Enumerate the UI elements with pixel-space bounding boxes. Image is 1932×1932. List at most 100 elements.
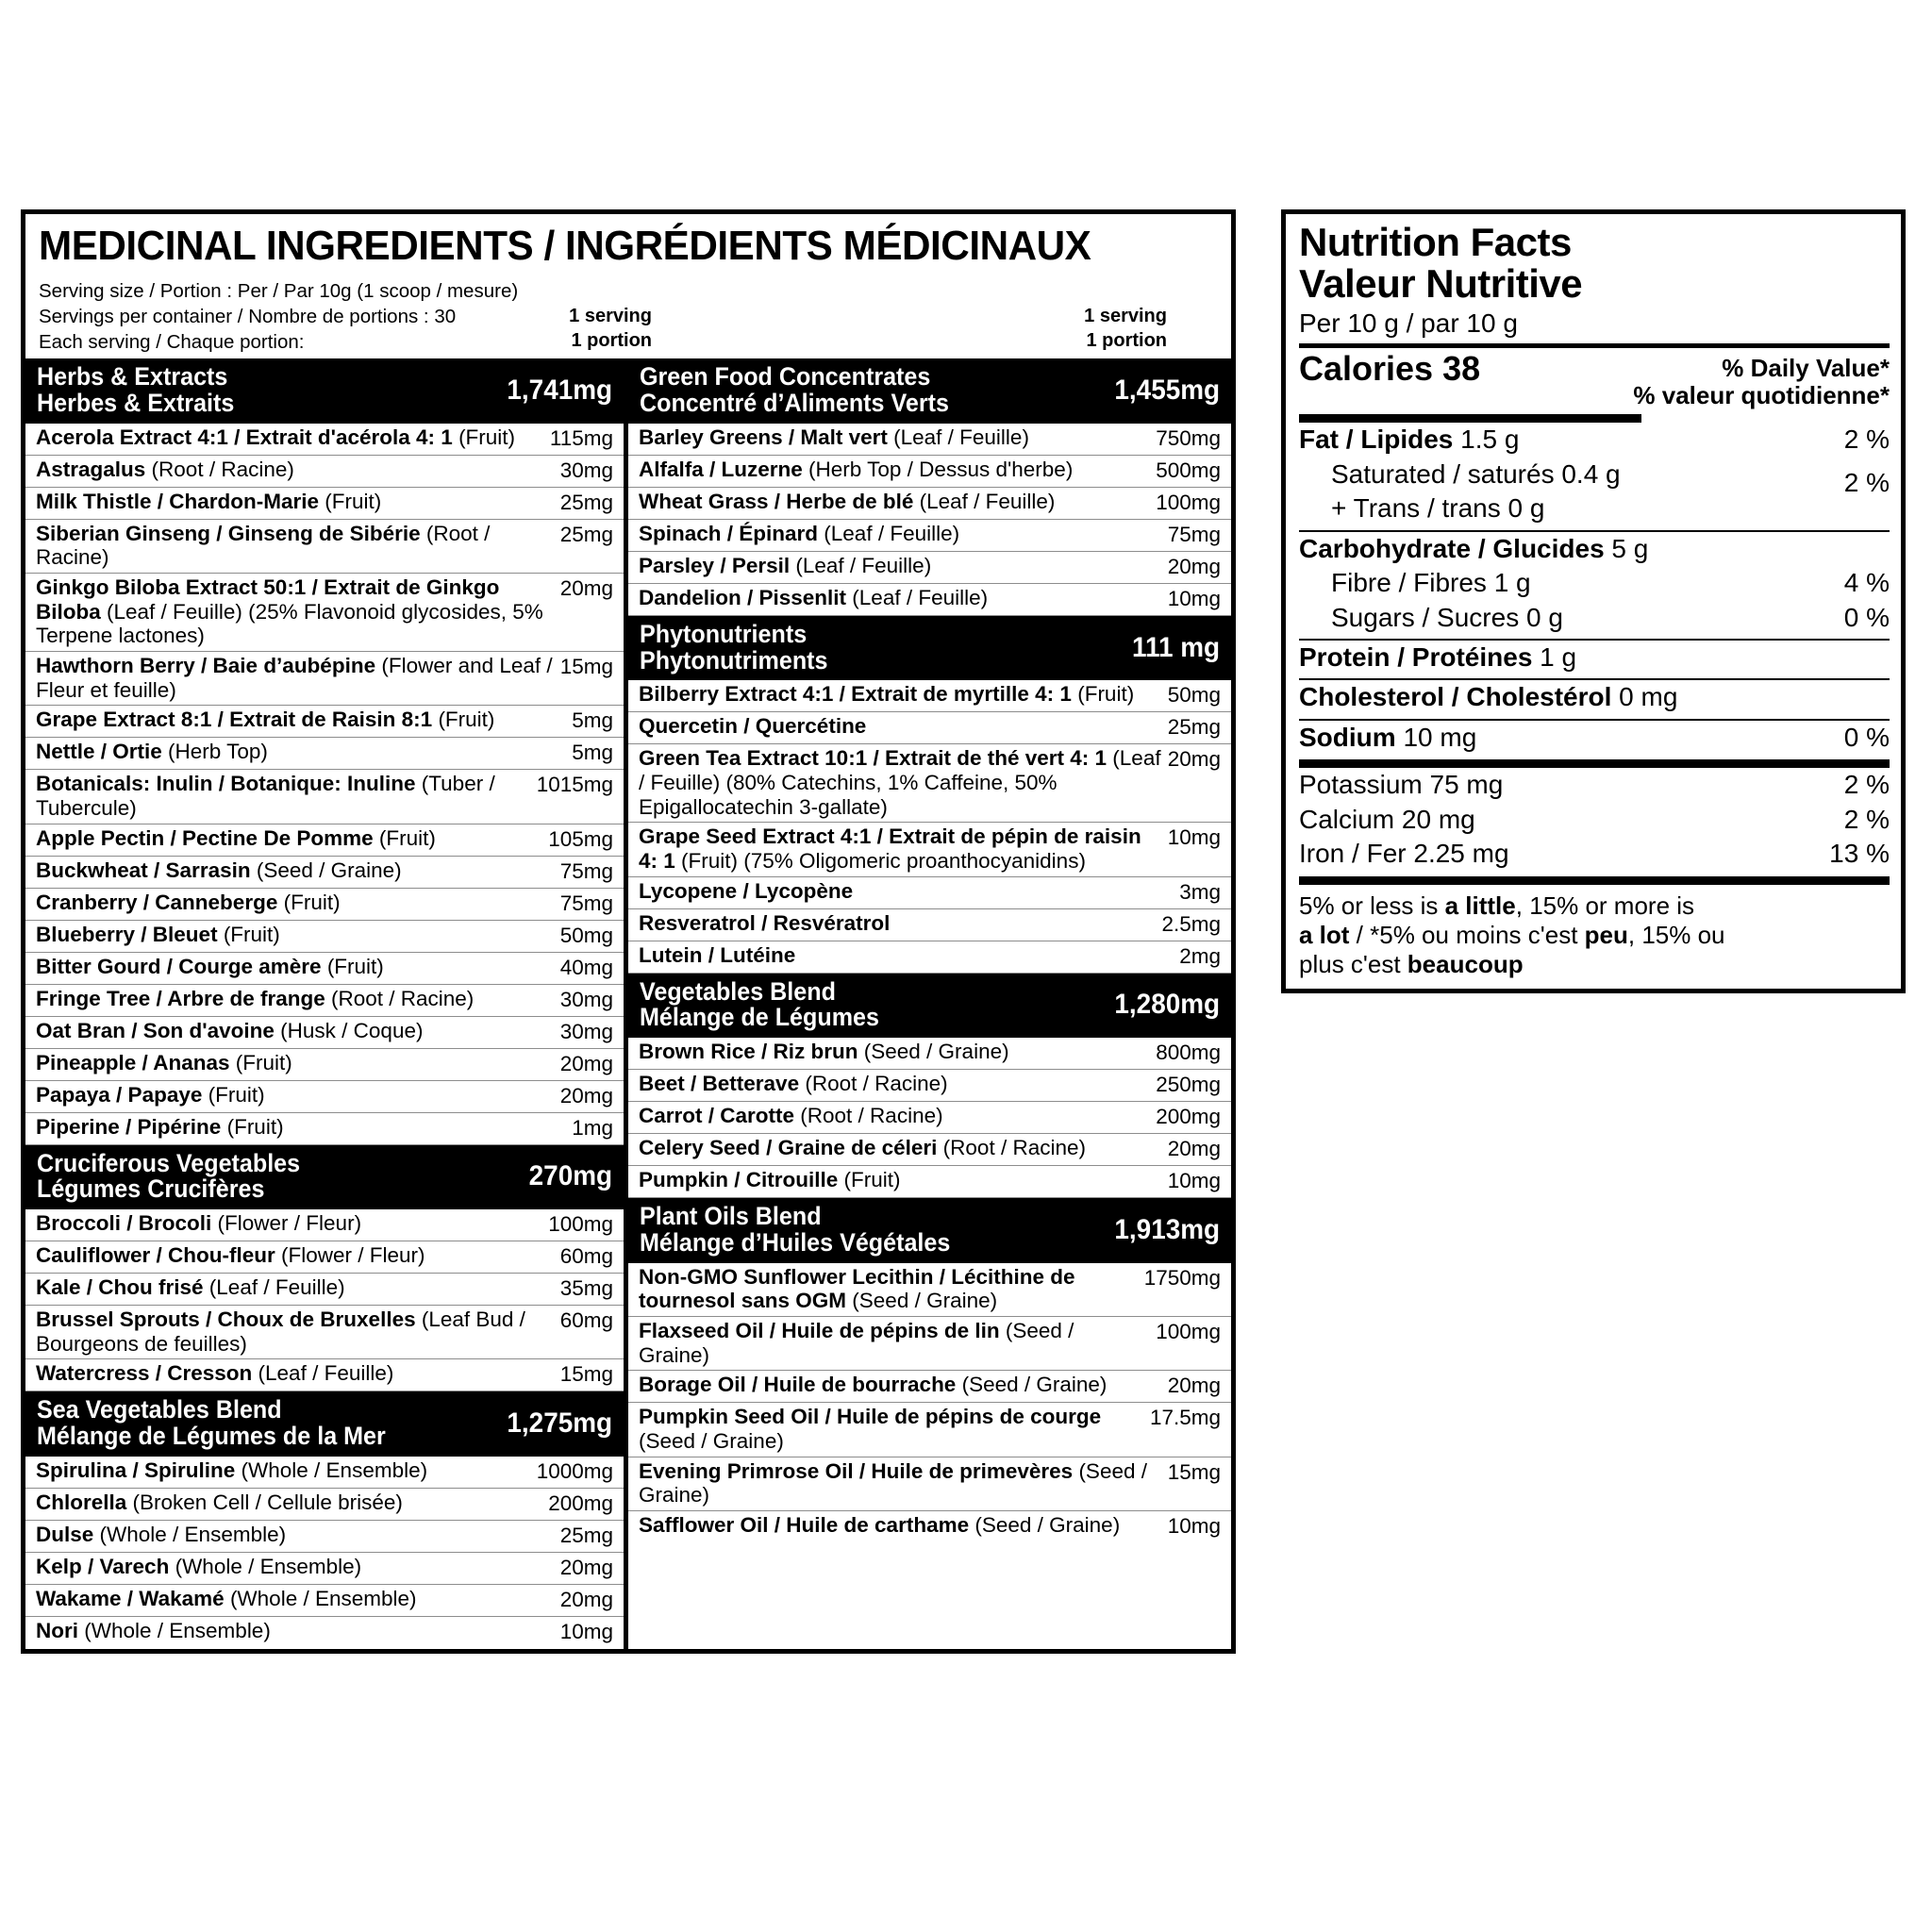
per-serving-column-left: 1 serving 1 portion [529, 304, 652, 354]
divider-before-footnote [1299, 875, 1890, 885]
ingredient-name-bold: Quercetin / Quercétine [639, 714, 867, 739]
ingredient-row: Pineapple / Ananas (Fruit) 20mg [25, 1049, 624, 1081]
ingredient-name-bold: Grape Extract 8:1 / Extrait de Raisin 8:… [36, 708, 433, 732]
medicinal-columns: Herbs & Extracts Herbes & Extraits 1,741mg… [25, 358, 1231, 1649]
ingredient-row: Flaxseed Oil / Huile de pépins de lin (S… [628, 1317, 1231, 1372]
ingredient-amount: 10mg [559, 1619, 613, 1643]
servings-per-container-line: Servings per container / Nombre de porti… [39, 306, 457, 328]
ingredient-name-part: (Root / Racine) [794, 1104, 943, 1128]
ingredient-row: Blueberry / Bleuet (Fruit) 50mg [25, 921, 624, 953]
ingredient-name-bold: Ginkgo Biloba Extract 50:1 / Extrait de … [36, 575, 500, 624]
ingredient-name: Celery Seed / Graine de céleri (Root / R… [639, 1136, 1168, 1160]
ingredient-row: Barley Greens / Malt vert (Leaf / Feuill… [628, 424, 1231, 456]
section-total-amount: 111 mg [1131, 631, 1220, 663]
section-name-fr: Mélange d’Huiles Végétales [640, 1227, 951, 1257]
ingredient-name-bold: Apple Pectin / Pectine De Pomme [36, 825, 374, 850]
ingredient-row: Botanicals: Inulin / Botanique: Inuline … [25, 770, 624, 824]
fibre-percent: 4 % [1843, 568, 1890, 598]
ingredient-name-part: (Fruit) (75% Oligomeric proanthocyanidin… [675, 848, 1086, 873]
ingredient-name: Non-GMO Sunflower Lecithin / Lécithine d… [639, 1265, 1144, 1313]
section-name-en: Green Food Concentrates [640, 362, 931, 391]
divider-after-carbs [1299, 638, 1890, 641]
divider-after-sodium [1299, 759, 1890, 769]
ingredient-name: Flaxseed Oil / Huile de pépins de lin (S… [639, 1319, 1156, 1367]
ingredient-name-part: (Husk / Coque) [274, 1018, 424, 1042]
ingredient-name-bold: Astragalus [36, 457, 146, 481]
carbohydrate-label-value: 5 g [1604, 533, 1649, 563]
ingredient-row: Milk Thistle / Chardon-Marie (Fruit) 25mg [25, 488, 624, 520]
medicinal-ingredients-panel: MEDICINAL INGREDIENTS / INGRÉDIENTS MÉDI… [21, 209, 1236, 1654]
ingredient-row: Pumpkin / Citrouille (Fruit) 10mg [628, 1166, 1231, 1199]
section-total-amount: 1,275mg [507, 1407, 612, 1440]
calcium-row: Calcium 20 mg 2 % [1299, 803, 1890, 837]
ingredient-name-bold: Papaya / Papaye [36, 1082, 203, 1107]
ingredient-name: Carrot / Carotte (Root / Racine) [639, 1104, 1156, 1128]
ingredient-name-part: (Seed / Graine) [639, 1458, 1147, 1507]
ingredient-row: Watercress / Cresson (Leaf / Feuille) 15m… [25, 1359, 624, 1392]
footnote-bold-a-little: a little [1444, 891, 1516, 920]
footnote-bold-peu: peu [1584, 920, 1628, 949]
ingredient-name-bold: Piperine / Pipérine [36, 1114, 222, 1139]
ingredient-row: Fringe Tree / Arbre de frange (Root / Ra… [25, 985, 624, 1017]
sodium-label-bold: Sodium [1299, 722, 1396, 752]
ingredient-name-bold: Flaxseed Oil / Huile de pépins de lin [639, 1319, 1000, 1342]
ingredient-amount: 1000mg [536, 1458, 613, 1483]
ingredient-name: Blueberry / Bleuet (Fruit) [36, 923, 560, 947]
saturated-label: Saturated / saturés 0.4 g [1331, 458, 1621, 489]
ingredient-row: Resveratrol / Resvératrol 2.5mg [628, 909, 1231, 941]
ingredient-name-bold: Green Tea Extract 10:1 / Extrait de thé … [639, 746, 1108, 771]
ingredient-row: Bilberry Extract 4:1 / Extrait de myrtil… [628, 680, 1231, 713]
ingredient-name-part: (Fruit) [229, 1050, 292, 1074]
ingredient-amount: 10mg [1167, 1513, 1221, 1538]
ingredient-name: Fringe Tree / Arbre de frange (Root / Ra… [36, 987, 560, 1011]
ingredient-amount: 1mg [572, 1115, 613, 1140]
ingredient-row: Oat Bran / Son d'avoine (Husk / Coque) 30… [25, 1017, 624, 1049]
ingredient-row: Cranberry / Canneberge (Fruit) 75mg [25, 889, 624, 921]
ingredient-name-part: (Fruit) [217, 922, 280, 946]
ingredient-name-part: (Herb Top / Dessus d'herbe) [802, 457, 1074, 481]
ingredient-name-bold: Brown Rice / Riz brun [639, 1040, 858, 1064]
ingredient-amount: 5mg [572, 741, 613, 765]
per-serving-right-en: 1 serving [1084, 306, 1167, 326]
carbohydrate-label-bold: Carbohydrate / Glucides [1299, 533, 1605, 563]
ingredient-amount: 30mg [559, 458, 613, 482]
ingredient-amount: 35mg [559, 1276, 613, 1301]
section-name-fr: Légumes Crucifères [37, 1174, 265, 1204]
ingredient-name-bold: Oat Bran / Son d'avoine [36, 1018, 275, 1042]
ingredient-name-part: (Seed / Graine) [956, 1373, 1108, 1397]
ingredient-row: Grape Extract 8:1 / Extrait de Raisin 8:… [25, 706, 624, 739]
ingredient-name-part: (Root / Racine) [145, 457, 294, 481]
ingredient-amount: 30mg [559, 987, 613, 1011]
ingredient-name: Siberian Ginseng / Ginseng de Sibérie (R… [36, 522, 560, 570]
nutrition-facts-title-en: Nutrition Facts [1299, 220, 1572, 264]
ingredient-name-bold: Alfalfa / Luzerne [639, 457, 803, 481]
sugars-label: Sugars / Sucres 0 g [1331, 602, 1563, 632]
fat-percent: 2 % [1843, 425, 1890, 455]
ingredient-name-part: (Flower / Fleur) [275, 1243, 425, 1268]
section-name-en: Vegetables Blend [640, 976, 836, 1006]
section-header: Vegetables Blend Mélange de Légumes 1,280m… [628, 973, 1231, 1039]
section-name-fr: Mélange de Légumes de la Mer [37, 1422, 386, 1451]
section-name-en: Phytonutrients [640, 619, 808, 648]
ingredient-name: Brussel Sprouts / Choux de Bruxelles (Le… [36, 1307, 560, 1356]
ingredient-name-part: (Fruit) [432, 708, 495, 732]
fibre-label: Fibre / Fibres 1 g [1331, 568, 1531, 598]
ingredient-row: Dulse (Whole / Ensemble) 25mg [25, 1521, 624, 1553]
nutrition-facts-title-fr: Valeur Nutritive [1299, 260, 1583, 306]
ingredient-name-part: (Fruit) [838, 1168, 901, 1192]
ingredient-amount: 20mg [559, 1083, 613, 1108]
ingredient-name: Alfalfa / Luzerne (Herb Top / Dessus d'h… [639, 458, 1156, 482]
ingredient-name-part: (Leaf / Feuille) [203, 1275, 345, 1300]
iron-percent: 13 % [1829, 839, 1890, 869]
ingredient-name-part: (Seed / Graine) [969, 1512, 1121, 1537]
ingredient-row: Spirulina / Spiruline (Whole / Ensemble)… [25, 1457, 624, 1489]
ingredient-amount: 50mg [1167, 683, 1221, 708]
section-total-amount: 1,741mg [507, 374, 612, 406]
ingredient-name-bold: Bitter Gourd / Courge amère [36, 954, 322, 978]
ingredient-name-bold: Dulse [36, 1522, 94, 1546]
ingredient-row: Wheat Grass / Herbe de blé (Leaf / Feuil… [628, 488, 1231, 520]
fat-group: Fat / Lipides 1.5 g 2 % Saturated / satu… [1299, 423, 1890, 525]
footnote-part-2: , 15% or more is [1515, 891, 1695, 920]
ingredient-row: Acerola Extract 4:1 / Extrait d'acérola … [25, 424, 624, 456]
ingredient-name: Safflower Oil / Huile de carthame (Seed … [639, 1513, 1168, 1538]
